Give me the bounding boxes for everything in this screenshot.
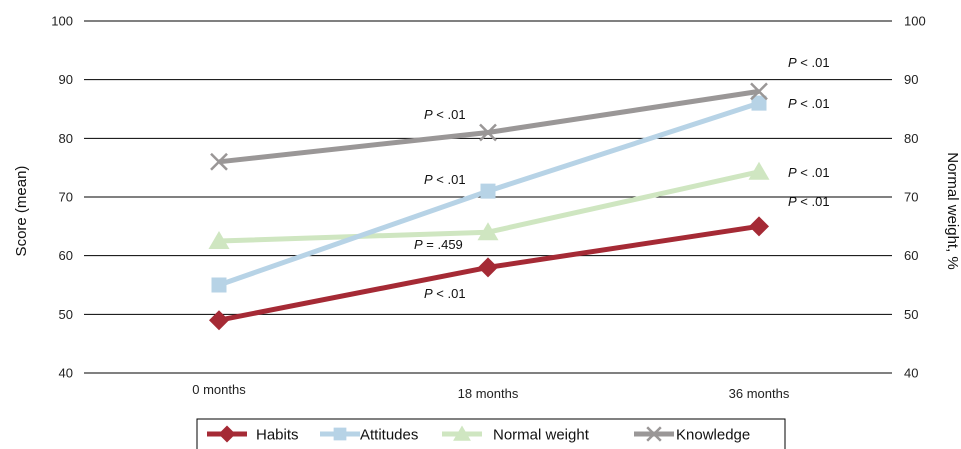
- legend-label: Knowledge: [676, 427, 750, 444]
- triangle-marker: [453, 425, 471, 441]
- p-value: < .01: [797, 96, 830, 111]
- p-symbol: P: [788, 194, 797, 209]
- p-value: < .01: [797, 55, 830, 70]
- y-tick-right: 50: [904, 307, 918, 322]
- legend-box: [196, 418, 786, 449]
- x-tick-label: 0 months: [192, 382, 246, 397]
- y-tick-left: 80: [59, 131, 73, 146]
- p-symbol: P: [424, 107, 433, 122]
- p-value: = .459: [423, 237, 463, 252]
- p-symbol: P: [424, 172, 433, 187]
- legend-item-normal-weight: Normal weight: [442, 425, 590, 444]
- x-marker: [479, 123, 497, 142]
- x-tick-label: 36 months: [729, 386, 790, 401]
- p-value-annotation: P < .01: [788, 55, 830, 70]
- p-symbol: P: [424, 286, 433, 301]
- x-tick-label: 18 months: [458, 386, 519, 401]
- p-value-annotation: P < .01: [788, 96, 830, 111]
- triangle-marker: [208, 231, 230, 249]
- p-value-annotation: P < .01: [424, 286, 466, 301]
- p-value: < .01: [433, 286, 466, 301]
- legend-label: Normal weight: [493, 427, 590, 444]
- p-value-annotation: P < .01: [424, 172, 466, 187]
- y-tick-right: 70: [904, 190, 918, 205]
- series-habits: [209, 216, 769, 331]
- diamond-marker: [749, 216, 769, 237]
- square-marker: [480, 183, 496, 199]
- p-symbol: P: [788, 96, 797, 111]
- series-knowledge: [210, 82, 768, 171]
- p-value-annotation: P < .01: [424, 107, 466, 122]
- y-tick-right: 100: [904, 14, 926, 29]
- p-value: < .01: [797, 165, 830, 180]
- diamond-marker: [218, 425, 236, 443]
- y-tick-right: 80: [904, 131, 918, 146]
- y-tick-left: 50: [59, 307, 73, 322]
- p-value-annotation: P = .459: [414, 237, 463, 252]
- y-tick-left: 70: [59, 190, 73, 205]
- series-line: [218, 88, 760, 165]
- diamond-marker: [478, 257, 498, 278]
- legend: Habits Attitudes Normal weight Knowledge: [196, 418, 786, 449]
- p-symbol: P: [788, 55, 797, 70]
- p-value: < .01: [433, 107, 466, 122]
- y-axis-right-label: Normal weight, %: [944, 152, 961, 270]
- y-axis-left-label: Score (mean): [13, 166, 30, 257]
- x-marker: [210, 152, 228, 171]
- y-axis-left-ticks: 40 50 60 70 80 90 100: [51, 14, 73, 381]
- series-attitudes: [211, 95, 767, 293]
- y-tick-left: 100: [51, 14, 73, 29]
- y-tick-right: 40: [904, 366, 918, 381]
- legend-label: Habits: [256, 427, 299, 444]
- triangle-marker: [748, 161, 770, 180]
- p-value-annotation: P < .01: [788, 194, 830, 209]
- p-value: < .01: [797, 194, 830, 209]
- series-group: [208, 82, 770, 331]
- square-marker: [211, 277, 227, 293]
- legend-label: Attitudes: [360, 427, 418, 444]
- y-tick-left: 60: [59, 248, 73, 263]
- x-marker: [646, 426, 662, 442]
- p-symbol: P: [414, 237, 423, 252]
- p-value: < .01: [433, 172, 466, 187]
- y-tick-right: 60: [904, 248, 918, 263]
- p-symbol: P: [788, 165, 797, 180]
- x-axis-ticks: 0 months 18 months 36 months: [192, 382, 790, 401]
- y-tick-left: 90: [59, 72, 73, 87]
- legend-item-knowledge: Knowledge: [634, 426, 750, 444]
- series-normal-weight: [208, 161, 770, 249]
- p-value-annotation: P < .01: [788, 165, 830, 180]
- x-marker: [750, 82, 768, 101]
- square-marker: [333, 427, 347, 441]
- legend-item-attitudes: Attitudes: [320, 427, 418, 444]
- diamond-marker: [209, 310, 229, 331]
- square-marker: [751, 95, 767, 111]
- y-axis-right-ticks: 40 50 60 70 80 90 100: [904, 14, 926, 381]
- y-tick-right: 90: [904, 72, 918, 87]
- legend-item-habits: Habits: [207, 425, 299, 444]
- triangle-marker: [477, 222, 499, 241]
- y-tick-left: 40: [59, 366, 73, 381]
